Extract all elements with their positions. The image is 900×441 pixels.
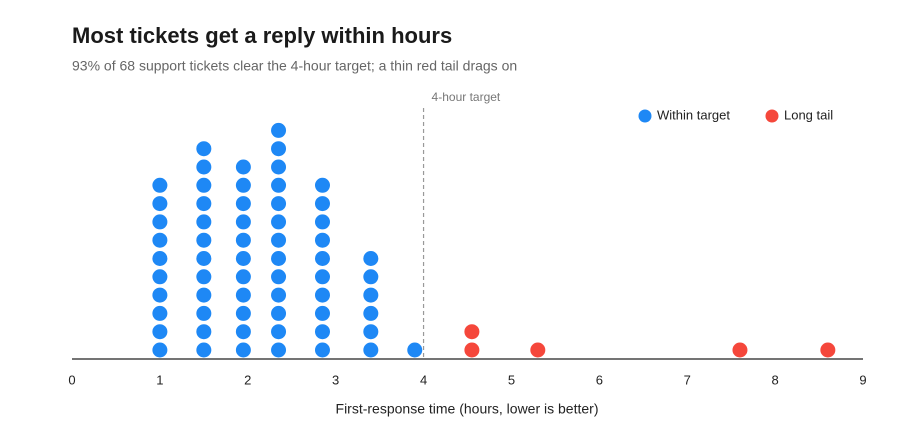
dot bbox=[314, 214, 330, 230]
x-tick-label: 5 bbox=[508, 372, 515, 387]
dot bbox=[314, 269, 330, 285]
dot bbox=[152, 251, 168, 266]
dot bbox=[407, 342, 423, 358]
dot bbox=[271, 141, 287, 157]
dot bbox=[152, 287, 168, 303]
x-tick-label: 7 bbox=[684, 372, 691, 387]
dot bbox=[271, 269, 287, 285]
x-tick-label: 2 bbox=[244, 372, 251, 387]
dot bbox=[271, 305, 287, 321]
dot bbox=[235, 177, 251, 193]
x-tick-label: 4 bbox=[420, 372, 427, 387]
dot bbox=[235, 324, 251, 340]
dot bbox=[235, 269, 251, 285]
dot bbox=[271, 159, 287, 175]
chart-title: Most tickets get a reply within hours bbox=[72, 23, 452, 48]
dot bbox=[363, 324, 379, 340]
dot bbox=[820, 342, 836, 358]
x-tick-label: 3 bbox=[332, 372, 339, 387]
legend-swatch bbox=[765, 109, 779, 123]
dot bbox=[196, 141, 212, 157]
dot bbox=[271, 287, 287, 303]
dot bbox=[196, 196, 212, 212]
x-tick-label: 0 bbox=[68, 372, 75, 387]
dot bbox=[363, 251, 379, 266]
dot bbox=[196, 287, 212, 303]
dot bbox=[196, 251, 212, 266]
legend-swatch bbox=[638, 109, 652, 123]
dot bbox=[152, 232, 168, 248]
dot bbox=[152, 196, 168, 212]
dot bbox=[314, 324, 330, 340]
dot bbox=[271, 122, 287, 138]
dot bbox=[235, 159, 251, 175]
dot bbox=[314, 251, 330, 266]
dot bbox=[363, 342, 379, 358]
dot bbox=[732, 342, 748, 358]
dot bbox=[152, 269, 168, 285]
dot bbox=[271, 324, 287, 340]
x-tick-label: 6 bbox=[596, 372, 603, 387]
x-tick-label: 1 bbox=[156, 372, 163, 387]
dot bbox=[152, 177, 168, 193]
dot bbox=[196, 232, 212, 248]
dot bbox=[271, 232, 287, 248]
dot bbox=[464, 342, 480, 358]
dot bbox=[271, 196, 287, 212]
dot bbox=[363, 287, 379, 303]
dot bbox=[363, 269, 379, 285]
dot bbox=[314, 232, 330, 248]
dot bbox=[152, 214, 168, 230]
dot bbox=[235, 305, 251, 321]
x-tick-label: 9 bbox=[859, 372, 866, 387]
dot bbox=[196, 342, 212, 358]
dot bbox=[235, 196, 251, 212]
dot bbox=[235, 232, 251, 248]
dot bbox=[196, 305, 212, 321]
legend-label: Long tail bbox=[784, 107, 833, 122]
dot bbox=[196, 269, 212, 285]
dot bbox=[196, 159, 212, 175]
dot bbox=[196, 177, 212, 193]
dot bbox=[314, 305, 330, 321]
dot bbox=[235, 251, 251, 266]
dot bbox=[196, 214, 212, 230]
dot bbox=[464, 324, 480, 340]
target-label: 4-hour target bbox=[432, 90, 501, 104]
dot bbox=[271, 251, 287, 266]
dot bbox=[363, 305, 379, 321]
chart-subtitle: 93% of 68 support tickets clear the 4-ho… bbox=[72, 58, 517, 74]
dot bbox=[530, 342, 546, 358]
x-tick-label: 8 bbox=[771, 372, 778, 387]
dot bbox=[152, 342, 168, 358]
dot bbox=[314, 196, 330, 212]
dot bbox=[152, 324, 168, 340]
dot bbox=[235, 342, 251, 358]
dot bbox=[152, 305, 168, 321]
dot bbox=[314, 287, 330, 303]
dot bbox=[271, 214, 287, 230]
dot bbox=[271, 342, 287, 358]
dot bbox=[196, 324, 212, 340]
dot bbox=[235, 214, 251, 230]
x-axis-label: First-response time (hours, lower is bet… bbox=[336, 401, 599, 417]
dot bbox=[314, 177, 330, 193]
dot bbox=[235, 287, 251, 303]
dot bbox=[314, 342, 330, 358]
legend-label: Within target bbox=[657, 107, 730, 122]
dot bbox=[271, 177, 287, 193]
